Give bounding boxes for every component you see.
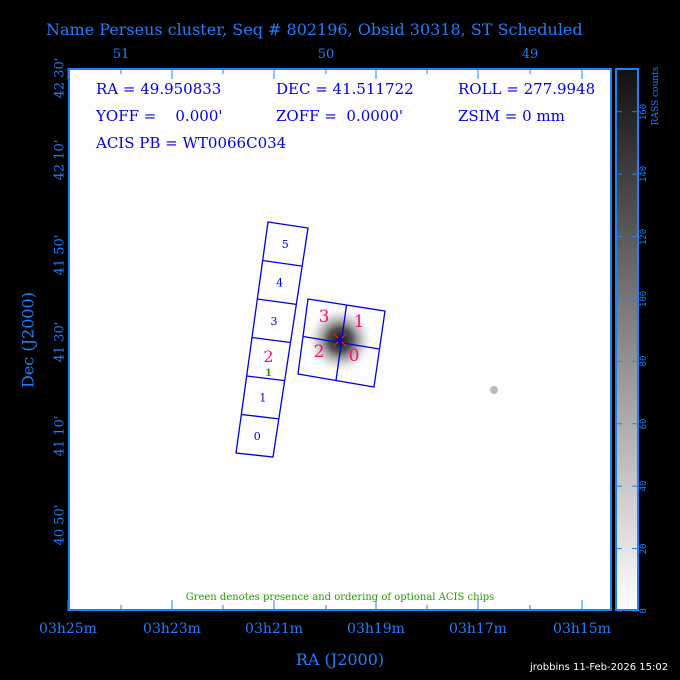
top-tick-label: 50: [317, 47, 335, 62]
chip-divider: [262, 259, 303, 267]
colorbar: [615, 68, 639, 611]
chip-divider: [241, 413, 279, 420]
chip-divider: [257, 298, 297, 305]
x-tick-label: 03h19m: [347, 621, 405, 637]
acis-s-chip-label: 5: [282, 238, 289, 251]
yoff-value: YOFF = 0.000': [96, 107, 223, 125]
acis-i-outline: [297, 298, 386, 388]
optional-chips-note: Green denotes presence and ordering of o…: [185, 592, 495, 603]
acis-i-chip-label: 1: [354, 312, 365, 332]
ra-value: RA = 49.950833: [96, 80, 222, 98]
acis-i-chip-label: 3: [319, 307, 330, 327]
acis-s-chip-label: 2: [263, 347, 273, 366]
acis-s-chip-label: 0: [254, 430, 261, 443]
aimpoint-marker: [337, 337, 343, 343]
acis-pb-value: ACIS PB = WT0066C034: [96, 134, 287, 152]
acis-i-chip-label: 2: [314, 342, 325, 362]
x-tick-label: 03h15m: [553, 621, 611, 637]
x-tick-label: 03h17m: [449, 621, 507, 637]
acis-i-chip-label: 0: [349, 346, 360, 366]
footer-credit: jrobbins 11-Feb-2026 15:02: [530, 662, 669, 673]
x-tick-label: 03h25m: [39, 621, 97, 637]
dec-value: DEC = 41.511722: [276, 80, 414, 98]
plot-title: Name Perseus cluster, Seq # 802196, Obsi…: [46, 20, 583, 39]
faint-source: [490, 386, 498, 394]
x-tick-label: 03h21m: [245, 621, 303, 637]
chip-divider: [251, 336, 291, 344]
top-tick-label: 51: [112, 47, 130, 62]
roll-value: ROLL = 277.9948: [458, 80, 596, 98]
zoff-value: ZOFF = 0.0000': [276, 107, 404, 125]
chip-divider: [302, 335, 380, 350]
zsim-value: ZSIM = 0 mm: [458, 107, 565, 125]
x-tick-label: 03h23m: [143, 621, 201, 637]
acis-s-chip-label: 4: [276, 277, 283, 290]
optional-chip-order: 1: [265, 368, 272, 379]
top-tick-label: 49: [521, 47, 539, 62]
acis-s-chip-label: 1: [259, 392, 266, 405]
x-axis-label: RA (J2000): [295, 650, 385, 669]
chip-divider: [246, 375, 285, 382]
acis-s-chip-label: 3: [271, 315, 278, 328]
